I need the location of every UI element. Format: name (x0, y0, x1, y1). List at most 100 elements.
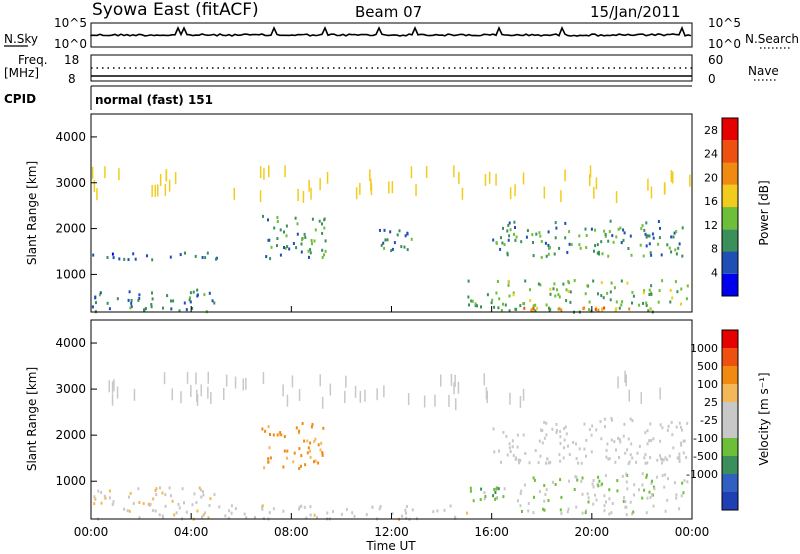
data-cell (207, 386, 209, 399)
data-cell (270, 245, 273, 249)
data-cell (570, 243, 573, 247)
data-cell (577, 461, 580, 465)
data-cell (610, 438, 613, 442)
data-cell (309, 441, 312, 445)
data-cell (603, 229, 606, 233)
freq-label-line1: Freq. (18, 53, 48, 67)
data-cell (111, 381, 114, 394)
data-cell (526, 229, 529, 233)
data-cell (538, 439, 541, 443)
colorbar-tick-label: 500 (697, 360, 718, 373)
data-cell (321, 396, 324, 409)
data-cell (398, 229, 401, 233)
data-cell (322, 426, 325, 430)
data-cell (683, 439, 686, 443)
data-cell (508, 234, 511, 238)
data-cell (113, 379, 115, 392)
colorbar-segment (722, 456, 738, 474)
data-cell (164, 183, 167, 196)
data-cell (298, 505, 301, 509)
data-cell (669, 300, 672, 304)
data-cell (410, 237, 413, 241)
data-cell (192, 290, 195, 294)
data-cell (568, 242, 571, 246)
noise-tick-right-top: 10^5 (708, 16, 741, 30)
data-cell (261, 504, 264, 508)
data-cell (544, 493, 547, 496)
data-cell (594, 308, 597, 311)
data-cell (615, 300, 618, 304)
data-cell (645, 473, 648, 477)
data-cell (295, 246, 298, 250)
time-axis: 00:00 04:00 08:00 12:00 16:00 20:00 00:00 (74, 306, 710, 539)
colorbar-tick-label: 4 (711, 266, 718, 279)
data-cell (92, 253, 95, 257)
data-cell (609, 298, 612, 302)
data-cell (280, 433, 283, 437)
data-cell (628, 389, 630, 402)
data-cell (332, 510, 334, 513)
data-cell (492, 238, 495, 242)
x-tick-label: 00:00 (675, 525, 710, 539)
data-cell (516, 445, 519, 449)
data-cell (532, 476, 535, 480)
data-cell (208, 291, 211, 295)
data-cell (126, 509, 129, 513)
data-cell (508, 294, 511, 298)
data-cell (130, 301, 133, 305)
data-cell (680, 443, 683, 447)
data-cell (519, 504, 522, 508)
data-cell (632, 294, 635, 298)
data-cell (265, 255, 268, 259)
data-cell (495, 173, 497, 186)
data-cell (311, 423, 314, 426)
data-cell (486, 293, 489, 297)
data-cell (306, 451, 309, 455)
data-cell (650, 292, 653, 296)
data-cell (389, 230, 392, 234)
data-cell (646, 429, 649, 433)
data-cell (297, 189, 299, 201)
data-cell (391, 181, 394, 194)
data-cell (193, 492, 196, 496)
data-cell (675, 493, 678, 497)
data-cell (98, 293, 101, 297)
data-cell (680, 494, 683, 498)
data-cell (300, 242, 303, 246)
data-cell (321, 256, 324, 259)
data-cell (558, 295, 561, 299)
data-cell (675, 252, 678, 256)
data-cell (162, 516, 164, 520)
data-cell (450, 374, 453, 386)
data-cell (493, 450, 496, 454)
data-cell (91, 305, 94, 309)
data-cell (129, 491, 132, 495)
data-cell (267, 457, 270, 461)
data-cell (172, 299, 175, 303)
data-cell (593, 249, 595, 253)
colorbar-tick-label: 8 (711, 243, 718, 256)
data-cell (405, 505, 408, 508)
data-cell (515, 235, 518, 239)
data-cell (480, 487, 483, 491)
data-cell (519, 304, 522, 308)
x-tick-label: 04:00 (174, 525, 209, 539)
data-cell (680, 287, 683, 291)
data-cell (132, 502, 135, 505)
noise-search-label: N.Search (745, 32, 799, 46)
data-cell (469, 489, 472, 493)
data-cell (503, 487, 506, 491)
data-cell (500, 460, 502, 464)
data-cell (262, 372, 265, 385)
data-cell (616, 489, 619, 493)
data-cell (662, 458, 665, 462)
data-cell (667, 424, 670, 428)
data-cell (471, 299, 474, 303)
velocity-y-ticks: 1000 2000 3000 4000 (55, 336, 97, 488)
data-cell (283, 435, 286, 439)
data-cell (559, 430, 562, 433)
data-cell (504, 303, 507, 307)
data-cell (624, 370, 626, 383)
data-cell (296, 222, 299, 226)
data-cell (609, 219, 612, 223)
